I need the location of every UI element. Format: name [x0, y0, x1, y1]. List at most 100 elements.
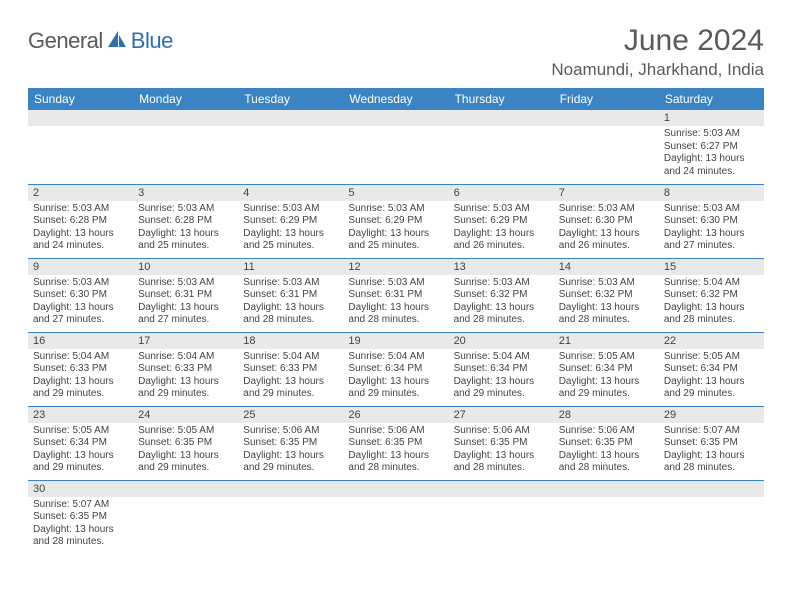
weekday-header: Sunday — [28, 88, 133, 110]
calendar-row: 1Sunrise: 5:03 AMSunset: 6:27 PMDaylight… — [28, 110, 764, 184]
day-data: Sunrise: 5:07 AMSunset: 6:35 PMDaylight:… — [28, 497, 133, 551]
calendar-cell — [133, 480, 238, 554]
day-data: Sunrise: 5:05 AMSunset: 6:34 PMDaylight:… — [28, 423, 133, 477]
day-data: Sunrise: 5:03 AMSunset: 6:31 PMDaylight:… — [343, 275, 448, 329]
calendar-cell: 6Sunrise: 5:03 AMSunset: 6:29 PMDaylight… — [449, 184, 554, 258]
day-number — [28, 110, 133, 126]
day-number — [343, 110, 448, 126]
day-number: 17 — [133, 333, 238, 349]
calendar-head: SundayMondayTuesdayWednesdayThursdayFrid… — [28, 88, 764, 110]
sail-icon — [106, 29, 128, 54]
day-number: 9 — [28, 259, 133, 275]
calendar-row: 23Sunrise: 5:05 AMSunset: 6:34 PMDayligh… — [28, 406, 764, 480]
calendar-cell — [238, 110, 343, 184]
day-number: 25 — [238, 407, 343, 423]
day-number — [659, 481, 764, 497]
day-data: Sunrise: 5:06 AMSunset: 6:35 PMDaylight:… — [343, 423, 448, 477]
calendar-cell: 2Sunrise: 5:03 AMSunset: 6:28 PMDaylight… — [28, 184, 133, 258]
day-number — [343, 481, 448, 497]
logo-text-general: General — [28, 28, 103, 54]
day-number: 8 — [659, 185, 764, 201]
day-data: Sunrise: 5:03 AMSunset: 6:31 PMDaylight:… — [133, 275, 238, 329]
day-number: 30 — [28, 481, 133, 497]
day-number: 18 — [238, 333, 343, 349]
day-data: Sunrise: 5:05 AMSunset: 6:34 PMDaylight:… — [659, 349, 764, 403]
weekday-header: Wednesday — [343, 88, 448, 110]
month-title: June 2024 — [551, 24, 764, 58]
day-number: 3 — [133, 185, 238, 201]
day-number: 10 — [133, 259, 238, 275]
day-number: 15 — [659, 259, 764, 275]
day-data: Sunrise: 5:03 AMSunset: 6:30 PMDaylight:… — [554, 201, 659, 255]
calendar-cell: 13Sunrise: 5:03 AMSunset: 6:32 PMDayligh… — [449, 258, 554, 332]
calendar-cell: 25Sunrise: 5:06 AMSunset: 6:35 PMDayligh… — [238, 406, 343, 480]
calendar-cell: 27Sunrise: 5:06 AMSunset: 6:35 PMDayligh… — [449, 406, 554, 480]
calendar-cell: 17Sunrise: 5:04 AMSunset: 6:33 PMDayligh… — [133, 332, 238, 406]
calendar-cell: 18Sunrise: 5:04 AMSunset: 6:33 PMDayligh… — [238, 332, 343, 406]
day-number: 1 — [659, 110, 764, 126]
calendar-cell: 11Sunrise: 5:03 AMSunset: 6:31 PMDayligh… — [238, 258, 343, 332]
weekday-header: Saturday — [659, 88, 764, 110]
calendar-row: 2Sunrise: 5:03 AMSunset: 6:28 PMDaylight… — [28, 184, 764, 258]
calendar-cell: 19Sunrise: 5:04 AMSunset: 6:34 PMDayligh… — [343, 332, 448, 406]
calendar-cell: 16Sunrise: 5:04 AMSunset: 6:33 PMDayligh… — [28, 332, 133, 406]
day-number: 7 — [554, 185, 659, 201]
day-number: 24 — [133, 407, 238, 423]
calendar-cell: 9Sunrise: 5:03 AMSunset: 6:30 PMDaylight… — [28, 258, 133, 332]
calendar-cell: 7Sunrise: 5:03 AMSunset: 6:30 PMDaylight… — [554, 184, 659, 258]
day-number: 12 — [343, 259, 448, 275]
weekday-header: Thursday — [449, 88, 554, 110]
calendar-row: 16Sunrise: 5:04 AMSunset: 6:33 PMDayligh… — [28, 332, 764, 406]
day-data: Sunrise: 5:03 AMSunset: 6:32 PMDaylight:… — [449, 275, 554, 329]
day-number: 6 — [449, 185, 554, 201]
day-number: 20 — [449, 333, 554, 349]
day-number: 13 — [449, 259, 554, 275]
day-data: Sunrise: 5:07 AMSunset: 6:35 PMDaylight:… — [659, 423, 764, 477]
calendar-row: 9Sunrise: 5:03 AMSunset: 6:30 PMDaylight… — [28, 258, 764, 332]
day-data: Sunrise: 5:06 AMSunset: 6:35 PMDaylight:… — [238, 423, 343, 477]
day-number — [554, 481, 659, 497]
day-number — [133, 481, 238, 497]
day-number: 23 — [28, 407, 133, 423]
day-number — [449, 110, 554, 126]
day-data: Sunrise: 5:03 AMSunset: 6:29 PMDaylight:… — [449, 201, 554, 255]
day-number — [554, 110, 659, 126]
day-data: Sunrise: 5:04 AMSunset: 6:33 PMDaylight:… — [28, 349, 133, 403]
calendar-cell: 29Sunrise: 5:07 AMSunset: 6:35 PMDayligh… — [659, 406, 764, 480]
day-number: 19 — [343, 333, 448, 349]
calendar-cell: 24Sunrise: 5:05 AMSunset: 6:35 PMDayligh… — [133, 406, 238, 480]
calendar-cell — [449, 110, 554, 184]
calendar-cell: 28Sunrise: 5:06 AMSunset: 6:35 PMDayligh… — [554, 406, 659, 480]
calendar-cell: 12Sunrise: 5:03 AMSunset: 6:31 PMDayligh… — [343, 258, 448, 332]
day-number: 22 — [659, 333, 764, 349]
calendar-cell — [554, 110, 659, 184]
day-number: 16 — [28, 333, 133, 349]
day-data: Sunrise: 5:03 AMSunset: 6:27 PMDaylight:… — [659, 126, 764, 180]
calendar-cell: 21Sunrise: 5:05 AMSunset: 6:34 PMDayligh… — [554, 332, 659, 406]
day-data: Sunrise: 5:04 AMSunset: 6:33 PMDaylight:… — [133, 349, 238, 403]
logo: General Blue — [28, 28, 173, 54]
weekday-header: Tuesday — [238, 88, 343, 110]
day-number: 4 — [238, 185, 343, 201]
calendar-table: SundayMondayTuesdayWednesdayThursdayFrid… — [28, 88, 764, 554]
day-data: Sunrise: 5:03 AMSunset: 6:29 PMDaylight:… — [343, 201, 448, 255]
day-data: Sunrise: 5:05 AMSunset: 6:35 PMDaylight:… — [133, 423, 238, 477]
calendar-cell: 22Sunrise: 5:05 AMSunset: 6:34 PMDayligh… — [659, 332, 764, 406]
calendar-cell — [554, 480, 659, 554]
calendar-cell: 26Sunrise: 5:06 AMSunset: 6:35 PMDayligh… — [343, 406, 448, 480]
day-number: 11 — [238, 259, 343, 275]
title-block: June 2024 Noamundi, Jharkhand, India — [551, 24, 764, 80]
calendar-body: 1Sunrise: 5:03 AMSunset: 6:27 PMDaylight… — [28, 110, 764, 554]
day-data: Sunrise: 5:06 AMSunset: 6:35 PMDaylight:… — [449, 423, 554, 477]
day-number — [238, 110, 343, 126]
calendar-cell: 30Sunrise: 5:07 AMSunset: 6:35 PMDayligh… — [28, 480, 133, 554]
calendar-cell: 14Sunrise: 5:03 AMSunset: 6:32 PMDayligh… — [554, 258, 659, 332]
day-data: Sunrise: 5:03 AMSunset: 6:30 PMDaylight:… — [28, 275, 133, 329]
day-data: Sunrise: 5:03 AMSunset: 6:28 PMDaylight:… — [133, 201, 238, 255]
calendar-cell — [133, 110, 238, 184]
calendar-cell — [343, 110, 448, 184]
calendar-cell: 5Sunrise: 5:03 AMSunset: 6:29 PMDaylight… — [343, 184, 448, 258]
calendar-cell: 4Sunrise: 5:03 AMSunset: 6:29 PMDaylight… — [238, 184, 343, 258]
logo-text-blue: Blue — [131, 28, 173, 54]
day-number: 2 — [28, 185, 133, 201]
